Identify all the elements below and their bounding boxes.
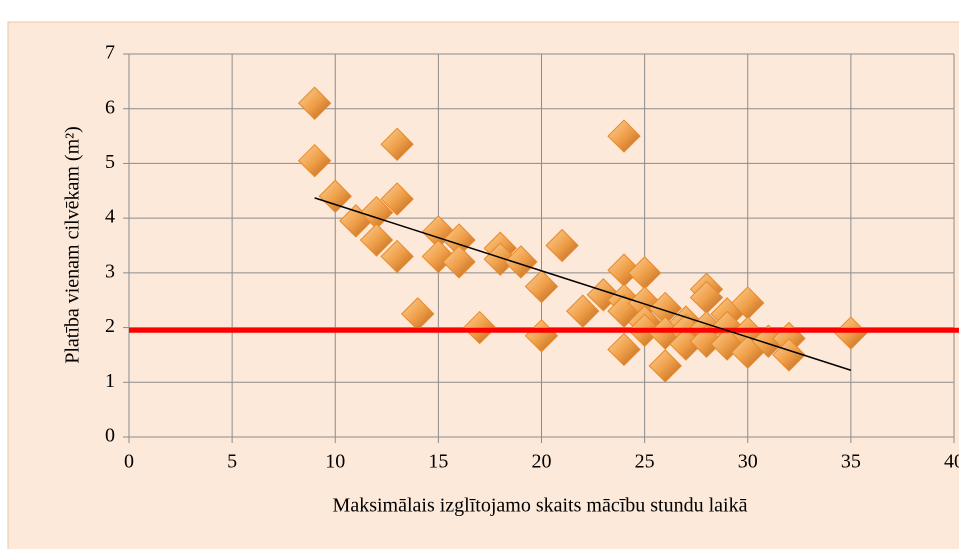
point bbox=[297, 143, 332, 178]
x-axis-label: Maksimālais izglītojamo skaits mācību st… bbox=[333, 495, 748, 517]
x-tick-label: 40 bbox=[944, 451, 959, 473]
trend-line bbox=[314, 197, 852, 371]
x-tick-label: 0 bbox=[124, 451, 134, 473]
point bbox=[442, 245, 476, 279]
chart-background bbox=[7, 21, 959, 549]
x-tick-label: 35 bbox=[841, 451, 861, 473]
y-tick-label: 7 bbox=[105, 42, 115, 64]
y-tick-label: 5 bbox=[105, 151, 115, 173]
point bbox=[462, 310, 497, 345]
point bbox=[504, 245, 538, 279]
point bbox=[607, 332, 641, 367]
y-tick-label: 2 bbox=[105, 315, 115, 337]
point bbox=[524, 269, 559, 304]
y-tick-label: 4 bbox=[105, 206, 115, 228]
point bbox=[380, 182, 414, 216]
point bbox=[689, 324, 724, 358]
y-tick-label: 6 bbox=[105, 96, 115, 118]
y-tick-label: 0 bbox=[105, 425, 115, 447]
point bbox=[380, 239, 414, 274]
point bbox=[566, 294, 600, 328]
y-tick-label: 3 bbox=[105, 260, 115, 282]
point bbox=[359, 223, 394, 257]
point bbox=[318, 179, 352, 213]
x-tick-label: 20 bbox=[532, 451, 552, 473]
x-tick-label: 25 bbox=[635, 451, 655, 473]
point bbox=[834, 316, 868, 350]
x-tick-label: 15 bbox=[428, 451, 448, 473]
y-axis-label: Platība vienam cilvēkam (m²) bbox=[62, 126, 84, 364]
y-tick-label: 1 bbox=[105, 370, 115, 392]
point bbox=[607, 119, 641, 153]
point bbox=[297, 86, 332, 120]
x-tick-label: 5 bbox=[227, 451, 237, 473]
point bbox=[380, 127, 414, 161]
point bbox=[545, 228, 579, 263]
x-tick-label: 30 bbox=[738, 451, 758, 473]
point bbox=[772, 338, 806, 372]
x-tick-label: 10 bbox=[325, 451, 345, 473]
point bbox=[648, 349, 682, 383]
